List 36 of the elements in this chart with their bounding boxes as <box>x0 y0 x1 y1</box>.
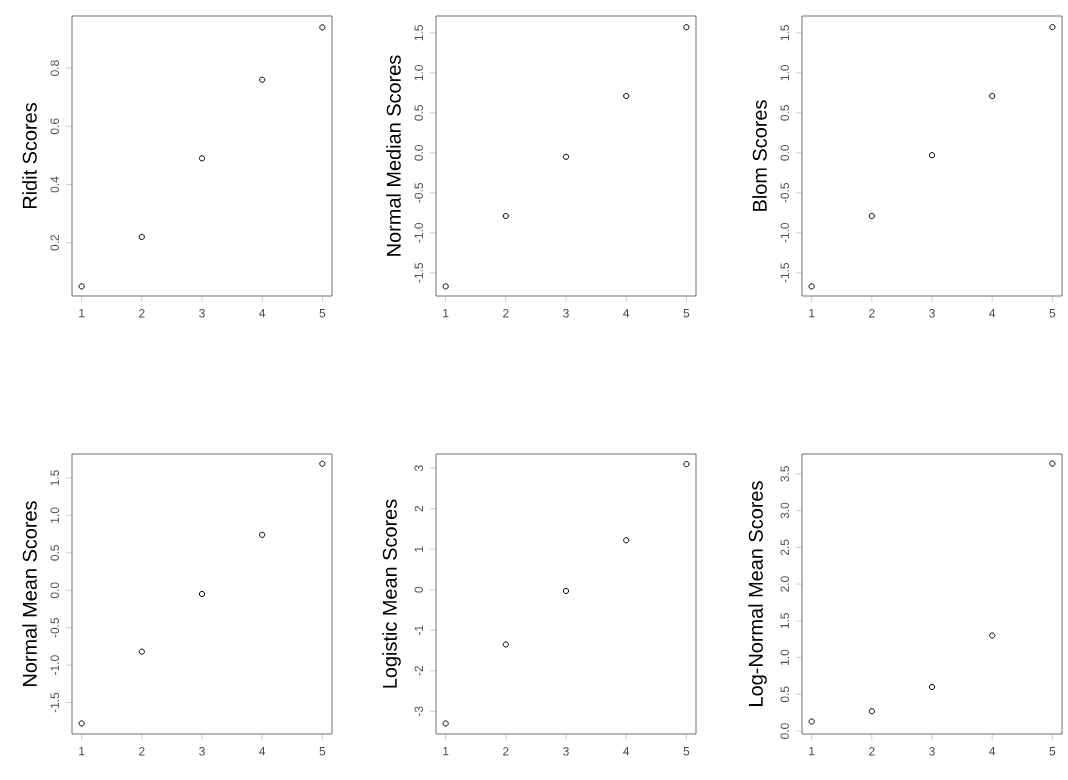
point <box>928 152 936 159</box>
point <box>623 92 630 100</box>
point <box>198 155 206 162</box>
y-axis-title: Log-Normal Mean Scores <box>748 481 767 706</box>
y-axis-title: Normal Median Scores <box>386 55 401 256</box>
point <box>928 683 936 691</box>
point <box>319 460 326 467</box>
point <box>1049 24 1056 31</box>
point <box>78 720 85 727</box>
y-axis-title: Logistic Mean Scores <box>382 499 401 688</box>
y-axis-title: Blom Scores <box>752 100 767 211</box>
point <box>683 461 690 468</box>
point <box>442 720 449 727</box>
point <box>198 590 206 598</box>
point <box>623 537 630 544</box>
y-axis-title: Normal Mean Scores <box>22 501 37 686</box>
point <box>442 283 449 290</box>
point <box>138 233 145 241</box>
point <box>78 283 85 290</box>
point <box>502 212 509 220</box>
point <box>319 24 326 31</box>
y-axis-title: Ridit Scores <box>22 103 37 209</box>
point <box>868 708 875 715</box>
point <box>808 718 815 725</box>
point <box>502 641 509 648</box>
point <box>562 153 570 160</box>
point <box>808 283 815 290</box>
point <box>138 648 145 655</box>
point <box>868 212 875 220</box>
point <box>1049 460 1056 467</box>
point <box>989 92 996 100</box>
point <box>683 24 690 31</box>
point <box>259 76 266 83</box>
point <box>989 632 996 639</box>
point <box>259 531 266 538</box>
point <box>562 587 570 595</box>
